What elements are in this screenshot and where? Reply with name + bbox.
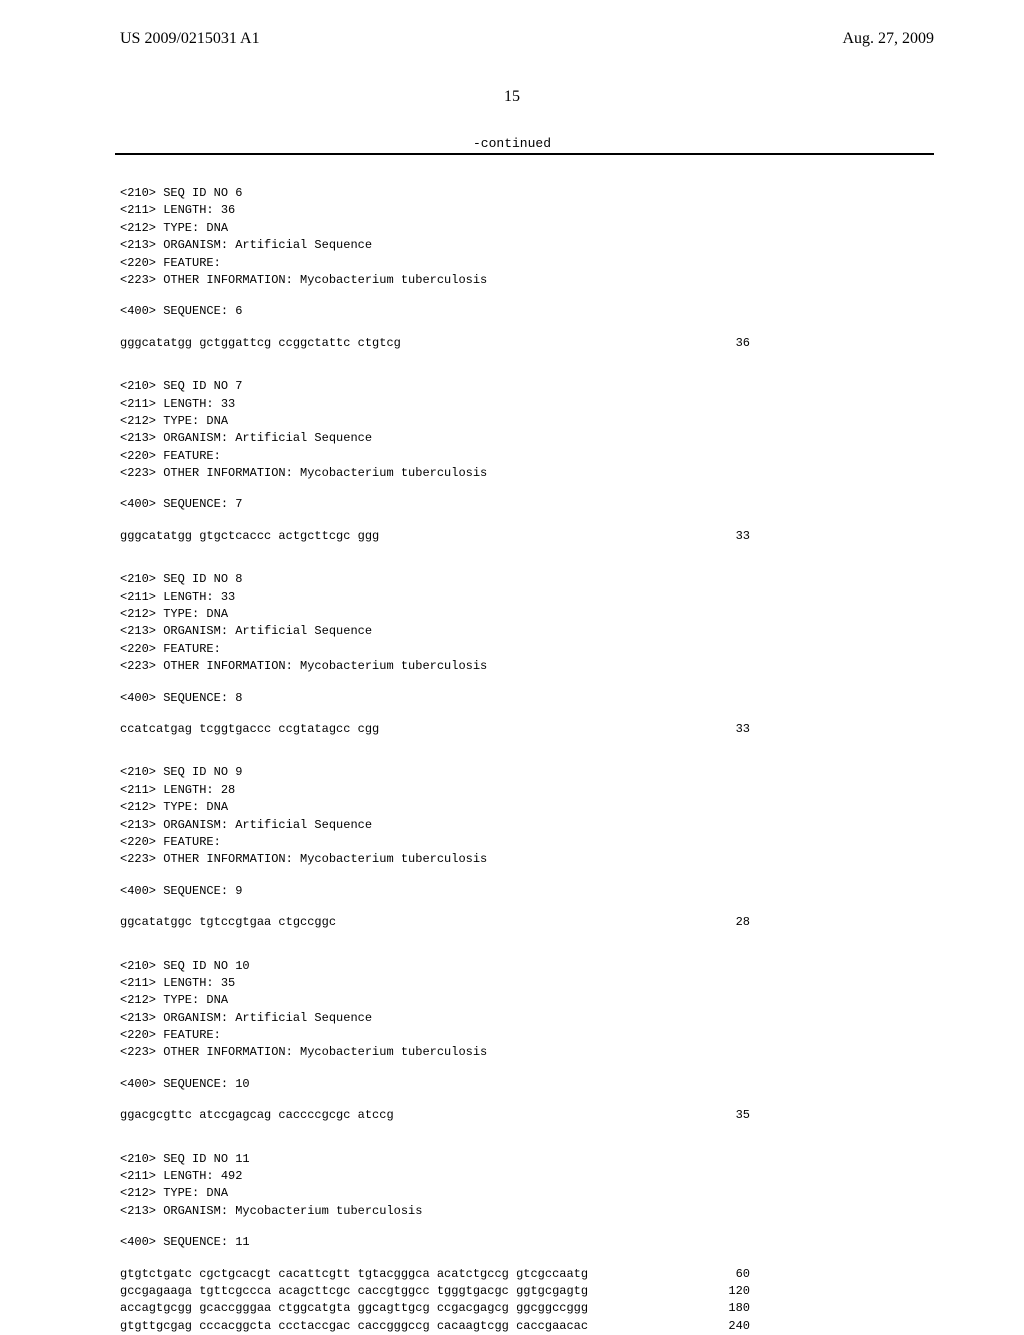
- sequence-length: 60: [710, 1266, 750, 1283]
- sequence-length: 36: [710, 335, 750, 352]
- sequence-block: <210> SEQ ID NO 10<211> LENGTH: 35<212> …: [120, 958, 1024, 1125]
- sequence-header-line: <223> OTHER INFORMATION: Mycobacterium t…: [120, 658, 1024, 675]
- sequence-header-line: <213> ORGANISM: Artificial Sequence: [120, 623, 1024, 640]
- sequence-header-line: <213> ORGANISM: Mycobacterium tuberculos…: [120, 1203, 1024, 1220]
- sequence-header-line: <213> ORGANISM: Artificial Sequence: [120, 817, 1024, 834]
- sequence-header-line: <220> FEATURE:: [120, 448, 1024, 465]
- sequence-row: ggacgcgttc atccgagcag caccccgcgc atccg 35: [120, 1107, 750, 1124]
- sequence-header-line: <212> TYPE: DNA: [120, 992, 1024, 1009]
- sequence-length: 33: [710, 528, 750, 545]
- sequence-block: <210> SEQ ID NO 7<211> LENGTH: 33<212> T…: [120, 378, 1024, 545]
- sequence-label: <400> SEQUENCE: 8: [120, 690, 1024, 707]
- sequence-header-line: <212> TYPE: DNA: [120, 1185, 1024, 1202]
- sequence-text: ccatcatgag tcggtgaccc ccgtatagcc cgg: [120, 721, 379, 738]
- sequence-header-line: <223> OTHER INFORMATION: Mycobacterium t…: [120, 851, 1024, 868]
- sequence-header-line: <213> ORGANISM: Artificial Sequence: [120, 1010, 1024, 1027]
- sequence-block: <210> SEQ ID NO 6<211> LENGTH: 36<212> T…: [120, 185, 1024, 352]
- sequence-length: 240: [710, 1318, 750, 1335]
- sequence-header-line: <212> TYPE: DNA: [120, 606, 1024, 623]
- sequence-row: gccgagaaga tgttcgccca acagcttcgc caccgtg…: [120, 1283, 750, 1300]
- patent-date: Aug. 27, 2009: [842, 30, 934, 48]
- document-header: US 2009/0215031 A1 Aug. 27, 2009: [0, 0, 1024, 48]
- sequence-header-line: <213> ORGANISM: Artificial Sequence: [120, 237, 1024, 254]
- sequence-length: 180: [710, 1300, 750, 1317]
- sequence-label: <400> SEQUENCE: 11: [120, 1234, 1024, 1251]
- sequence-header-line: <210> SEQ ID NO 8: [120, 571, 1024, 588]
- sequence-header-line: <210> SEQ ID NO 10: [120, 958, 1024, 975]
- sequence-length: 33: [710, 721, 750, 738]
- sequence-text: gtgttgcgag cccacggcta ccctaccgac caccggg…: [120, 1318, 588, 1335]
- sequence-label: <400> SEQUENCE: 6: [120, 303, 1024, 320]
- page-number: 15: [0, 88, 1024, 106]
- sequence-header-line: <223> OTHER INFORMATION: Mycobacterium t…: [120, 1044, 1024, 1061]
- sequence-text: gccgagaaga tgttcgccca acagcttcgc caccgtg…: [120, 1283, 588, 1300]
- sequence-header-line: <210> SEQ ID NO 9: [120, 764, 1024, 781]
- sequence-header-line: <220> FEATURE:: [120, 641, 1024, 658]
- sequence-row: gtgttgcgag cccacggcta ccctaccgac caccggg…: [120, 1318, 750, 1335]
- sequence-text: ggcatatggc tgtccgtgaa ctgccggc: [120, 914, 336, 931]
- sequence-header-line: <210> SEQ ID NO 11: [120, 1151, 1024, 1168]
- sequence-header-line: <211> LENGTH: 28: [120, 782, 1024, 799]
- sequence-header-line: <212> TYPE: DNA: [120, 413, 1024, 430]
- sequence-header-line: <210> SEQ ID NO 6: [120, 185, 1024, 202]
- sequence-text: accagtgcgg gcaccgggaa ctggcatgta ggcagtt…: [120, 1300, 588, 1317]
- sequence-header-line: <220> FEATURE:: [120, 834, 1024, 851]
- sequence-label: <400> SEQUENCE: 10: [120, 1076, 1024, 1093]
- sequence-block: <210> SEQ ID NO 11<211> LENGTH: 492<212>…: [120, 1151, 1024, 1335]
- sequence-row: accagtgcgg gcaccgggaa ctggcatgta ggcagtt…: [120, 1300, 750, 1317]
- sequence-label: <400> SEQUENCE: 7: [120, 496, 1024, 513]
- sequence-length: 120: [710, 1283, 750, 1300]
- sequence-block: <210> SEQ ID NO 9<211> LENGTH: 28<212> T…: [120, 764, 1024, 931]
- sequence-header-line: <211> LENGTH: 33: [120, 589, 1024, 606]
- sequence-row: gggcatatgg gtgctcaccc actgcttcgc ggg 33: [120, 528, 750, 545]
- sequence-text: gggcatatgg gctggattcg ccggctattc ctgtcg: [120, 335, 401, 352]
- sequence-header-line: <210> SEQ ID NO 7: [120, 378, 1024, 395]
- sequence-header-line: <220> FEATURE:: [120, 1027, 1024, 1044]
- sequence-text: ggacgcgttc atccgagcag caccccgcgc atccg: [120, 1107, 394, 1124]
- sequence-header-line: <223> OTHER INFORMATION: Mycobacterium t…: [120, 465, 1024, 482]
- sequence-header-line: <211> LENGTH: 35: [120, 975, 1024, 992]
- sequence-row: ggcatatggc tgtccgtgaa ctgccggc 28: [120, 914, 750, 931]
- sequence-header-line: <211> LENGTH: 33: [120, 396, 1024, 413]
- sequence-header-line: <220> FEATURE:: [120, 255, 1024, 272]
- sequence-listing: <210> SEQ ID NO 6<211> LENGTH: 36<212> T…: [0, 155, 1024, 1335]
- sequence-text: gtgtctgatc cgctgcacgt cacattcgtt tgtacgg…: [120, 1266, 588, 1283]
- sequence-header-line: <212> TYPE: DNA: [120, 220, 1024, 237]
- sequence-header-line: <223> OTHER INFORMATION: Mycobacterium t…: [120, 272, 1024, 289]
- sequence-row: gggcatatgg gctggattcg ccggctattc ctgtcg 3…: [120, 335, 750, 352]
- sequence-header-line: <211> LENGTH: 492: [120, 1168, 1024, 1185]
- sequence-label: <400> SEQUENCE: 9: [120, 883, 1024, 900]
- sequence-header-line: <211> LENGTH: 36: [120, 202, 1024, 219]
- sequence-header-line: <213> ORGANISM: Artificial Sequence: [120, 430, 1024, 447]
- patent-number: US 2009/0215031 A1: [120, 30, 260, 48]
- sequence-length: 28: [710, 914, 750, 931]
- sequence-header-line: <212> TYPE: DNA: [120, 799, 1024, 816]
- sequence-block: <210> SEQ ID NO 8<211> LENGTH: 33<212> T…: [120, 571, 1024, 738]
- sequence-length: 35: [710, 1107, 750, 1124]
- sequence-row: gtgtctgatc cgctgcacgt cacattcgtt tgtacgg…: [120, 1266, 750, 1283]
- continued-label: -continued: [0, 136, 1024, 151]
- sequence-row: ccatcatgag tcggtgaccc ccgtatagcc cgg 33: [120, 721, 750, 738]
- sequence-text: gggcatatgg gtgctcaccc actgcttcgc ggg: [120, 528, 379, 545]
